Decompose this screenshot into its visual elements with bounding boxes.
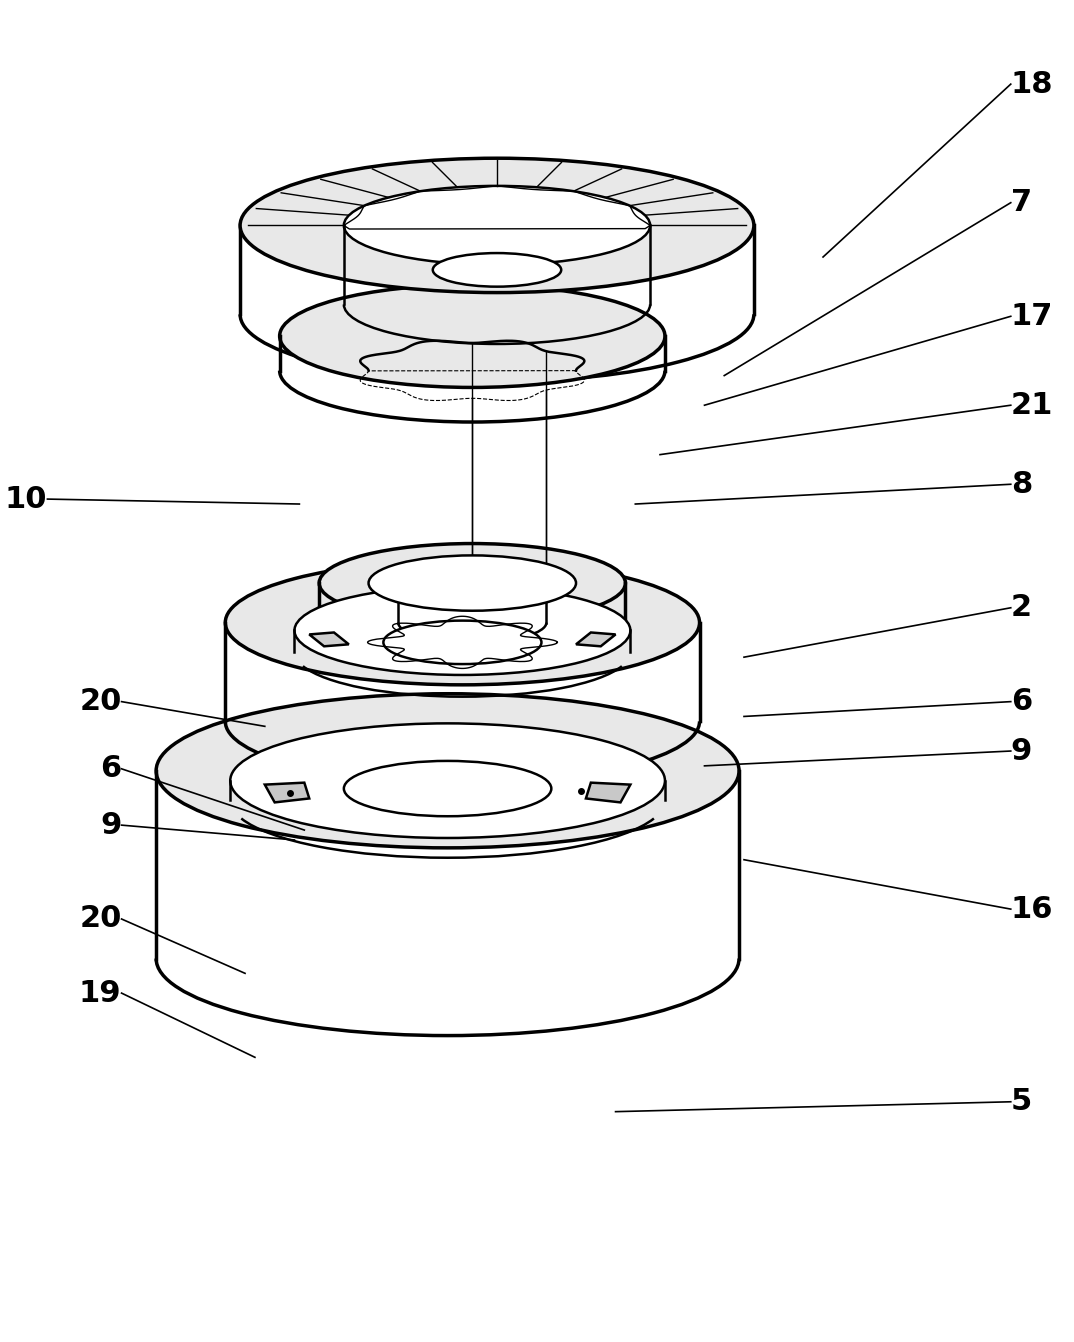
Text: 19: 19 (78, 978, 121, 1008)
Ellipse shape (319, 544, 625, 623)
Polygon shape (586, 782, 630, 803)
Text: 6: 6 (100, 754, 121, 784)
Text: 10: 10 (5, 484, 47, 514)
Ellipse shape (344, 187, 650, 264)
Text: 2: 2 (1011, 593, 1032, 623)
Text: 8: 8 (1011, 470, 1032, 499)
Text: 7: 7 (1011, 188, 1032, 217)
Ellipse shape (226, 561, 699, 684)
Text: 16: 16 (1011, 895, 1054, 923)
Text: 20: 20 (79, 687, 121, 717)
Polygon shape (309, 632, 349, 647)
Text: 9: 9 (100, 811, 121, 840)
Ellipse shape (294, 586, 630, 675)
Polygon shape (576, 632, 615, 647)
Text: 9: 9 (1011, 737, 1032, 765)
Text: 6: 6 (1011, 687, 1032, 717)
Text: 21: 21 (1011, 391, 1054, 420)
Text: 5: 5 (1011, 1087, 1032, 1117)
Ellipse shape (230, 723, 665, 837)
Ellipse shape (156, 694, 739, 848)
Text: 20: 20 (79, 905, 121, 934)
Ellipse shape (279, 285, 665, 388)
Text: 18: 18 (1011, 70, 1054, 98)
Ellipse shape (383, 620, 541, 664)
Ellipse shape (433, 254, 562, 287)
Ellipse shape (344, 761, 551, 816)
Polygon shape (265, 782, 309, 803)
Text: 17: 17 (1011, 302, 1054, 330)
Ellipse shape (398, 564, 547, 603)
Ellipse shape (368, 556, 576, 611)
Ellipse shape (241, 158, 754, 293)
